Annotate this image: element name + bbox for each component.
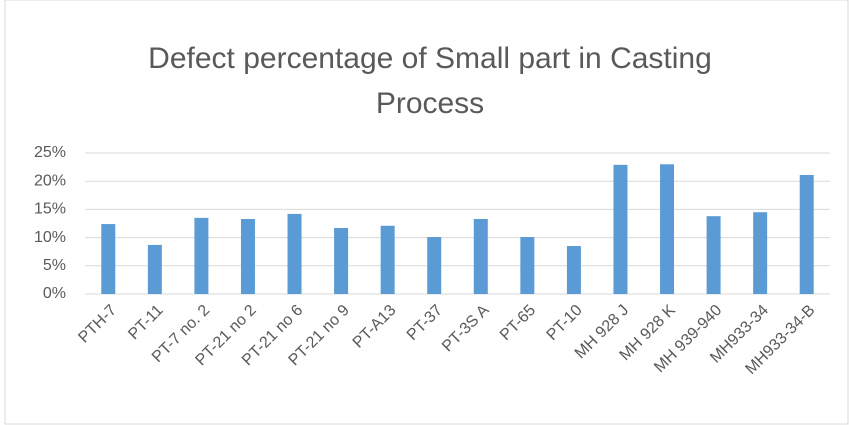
x-tick-label: PT-65	[497, 302, 539, 344]
bar	[240, 218, 255, 294]
bar	[147, 244, 162, 294]
bar	[427, 237, 442, 294]
bar	[380, 225, 395, 294]
x-tick-label: PT-A13	[350, 302, 400, 352]
chart-title: Defect percentage of Small part in Casti…	[148, 42, 712, 120]
y-tick-label: 0%	[43, 285, 66, 302]
bar	[799, 174, 814, 294]
chart-border	[4, 0, 849, 425]
y-tick-label: 25%	[34, 144, 66, 161]
y-tick-label: 15%	[34, 201, 66, 218]
bar	[753, 212, 768, 294]
y-tick-label: 10%	[34, 229, 66, 246]
x-tick-label: PT-10	[544, 302, 586, 344]
bar	[334, 228, 349, 294]
bar	[613, 164, 628, 294]
x-tick-label: PT-3S A	[439, 302, 493, 356]
bar	[473, 218, 488, 294]
x-tick-label: PT-37	[404, 302, 446, 344]
bar	[287, 213, 302, 294]
bar	[706, 216, 721, 294]
bar	[101, 224, 116, 294]
bar	[194, 217, 209, 294]
bar	[660, 164, 675, 294]
x-tick-label: PT-11	[125, 302, 166, 343]
bar	[566, 246, 581, 294]
bar	[520, 237, 535, 294]
y-tick-label: 20%	[34, 172, 66, 189]
x-tick-label: PTH-7	[75, 302, 120, 347]
y-tick-label: 5%	[43, 257, 66, 274]
